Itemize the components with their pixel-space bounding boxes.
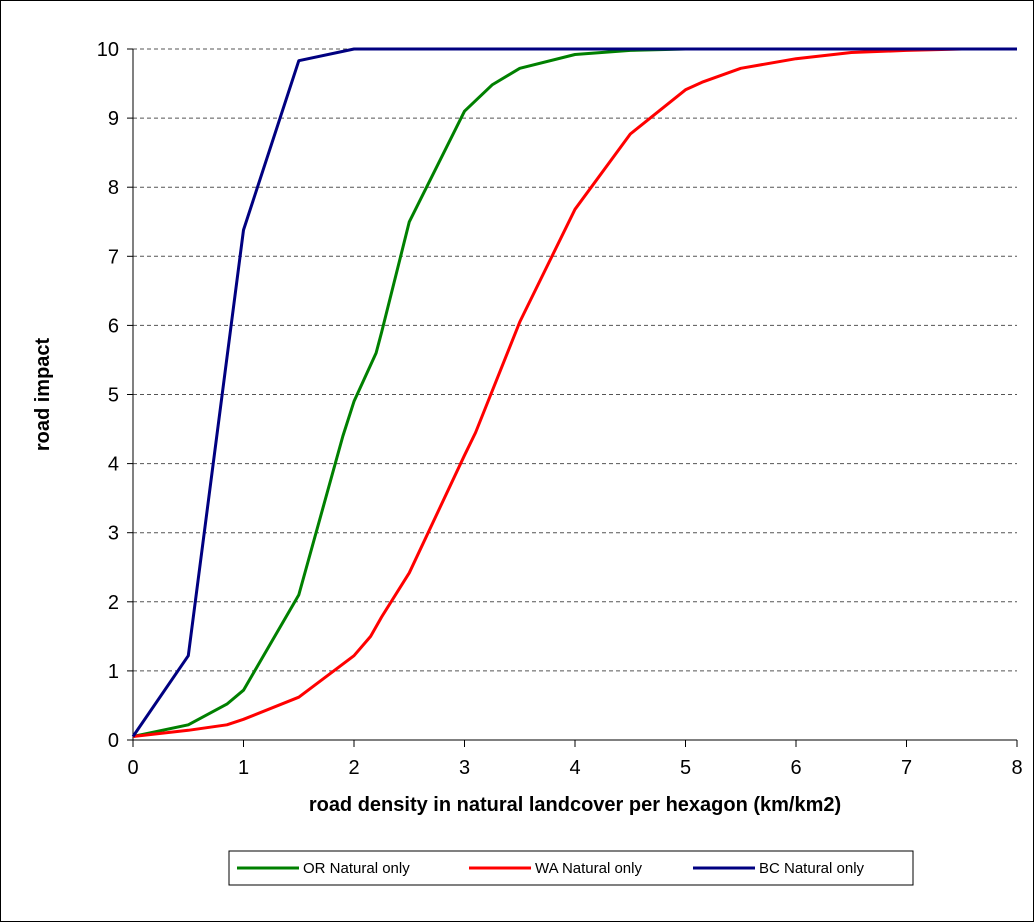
y-tick-label: 6 bbox=[108, 315, 119, 337]
gridlines bbox=[133, 48, 1017, 672]
x-tick-label: 4 bbox=[569, 757, 580, 779]
series-line-0 bbox=[132, 47, 1017, 738]
y-tick-label: 8 bbox=[108, 177, 119, 199]
x-tick-label: 5 bbox=[680, 757, 691, 779]
y-tick-label: 4 bbox=[108, 454, 119, 476]
y-axis-title: road impact bbox=[32, 337, 54, 451]
axes bbox=[127, 48, 1018, 747]
series-lines bbox=[131, 47, 1017, 738]
x-tick-label: 3 bbox=[459, 757, 470, 779]
x-tick-label: 0 bbox=[127, 757, 138, 779]
legend-entry-2: BC Natural only bbox=[759, 860, 865, 877]
y-tick-label: 5 bbox=[108, 385, 119, 407]
legend-box bbox=[228, 850, 914, 886]
legend: OR Natural only WA Natural only BC Natural… bbox=[228, 850, 914, 886]
legend-entry-1: WA Natural only bbox=[535, 860, 642, 877]
x-tick-label: 6 bbox=[790, 757, 801, 779]
y-tick-label: 7 bbox=[108, 246, 119, 268]
y-tick-label: 0 bbox=[108, 730, 119, 752]
x-tick-label: 1 bbox=[238, 757, 249, 779]
series-line-2 bbox=[131, 47, 1017, 738]
x-axis-title: road density in natural landcover per he… bbox=[309, 794, 841, 816]
series-line-1 bbox=[132, 47, 1017, 738]
y-tick-label: 9 bbox=[108, 108, 119, 130]
y-tick-label: 1 bbox=[108, 661, 119, 683]
tick-labels: 0 1 2 3 4 5 6 7 8 9 10 0 1 2 3 4 5 6 7 8 bbox=[97, 39, 1023, 779]
y-tick-label: 2 bbox=[108, 592, 119, 614]
legend-entry-0: OR Natural only bbox=[303, 860, 410, 877]
y-tick-label: 3 bbox=[108, 523, 119, 545]
x-tick-label: 7 bbox=[901, 757, 912, 779]
y-tick-label: 10 bbox=[97, 39, 119, 61]
x-tick-label: 8 bbox=[1011, 757, 1022, 779]
x-tick-label: 2 bbox=[348, 757, 359, 779]
